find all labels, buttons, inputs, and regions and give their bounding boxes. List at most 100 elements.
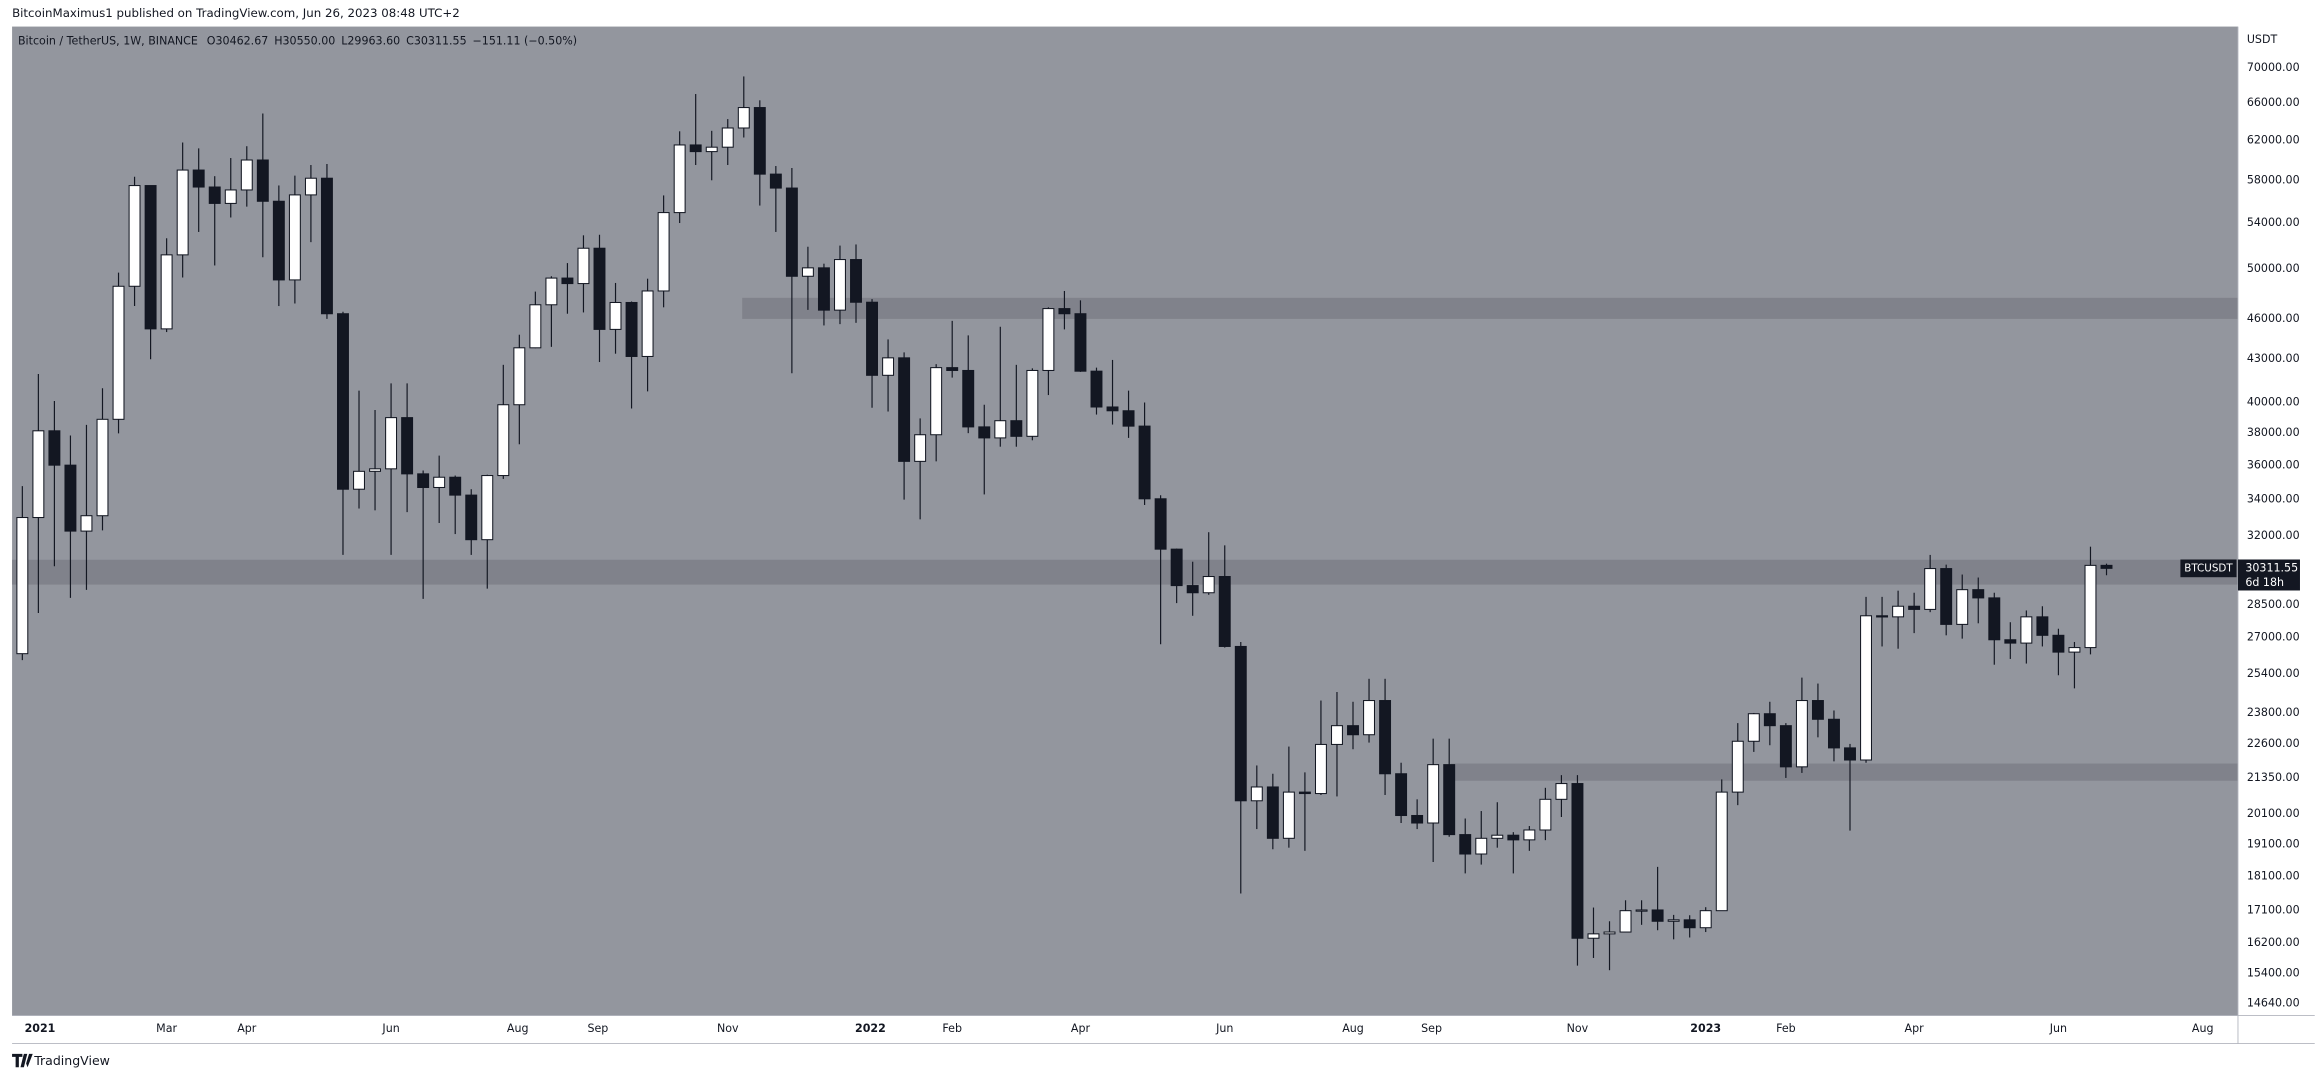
candle-body bbox=[545, 277, 558, 306]
candle-body bbox=[1603, 931, 1616, 935]
ohlc-key: L bbox=[341, 34, 348, 47]
x-tick-label: Mar bbox=[156, 1022, 177, 1035]
candle-body bbox=[1282, 791, 1295, 839]
y-tick-label: 18100.00 bbox=[2247, 870, 2300, 883]
x-tick-label: Sep bbox=[1421, 1022, 1442, 1035]
candle-body bbox=[625, 301, 638, 357]
candle-body bbox=[1523, 829, 1536, 841]
candle-body bbox=[1106, 406, 1119, 412]
candle-body bbox=[1619, 910, 1632, 933]
candle-body bbox=[1026, 369, 1039, 437]
candle-body bbox=[449, 476, 462, 496]
candle-body bbox=[689, 144, 702, 153]
y-tick-label: 34000.00 bbox=[2247, 493, 2300, 506]
candle-body bbox=[1827, 718, 1840, 749]
candle-body bbox=[433, 476, 446, 489]
ohlc-key: C bbox=[406, 34, 414, 47]
candle-body bbox=[224, 189, 237, 204]
candle-body bbox=[721, 127, 734, 148]
candle-body bbox=[417, 473, 430, 489]
x-tick-label: Jun bbox=[381, 1022, 399, 1035]
candle-body bbox=[1042, 308, 1055, 371]
candle-body bbox=[272, 200, 285, 281]
candle-body bbox=[481, 475, 494, 541]
price-label-price: 30311.55 bbox=[2245, 561, 2298, 574]
x-tick-label: Aug bbox=[1342, 1022, 1364, 1035]
candle-body bbox=[1635, 909, 1648, 912]
candle-body bbox=[962, 369, 975, 428]
candle-body bbox=[240, 159, 253, 191]
y-tick-label: 25400.00 bbox=[2247, 667, 2300, 680]
candle-body bbox=[866, 301, 879, 376]
candle-body bbox=[160, 254, 173, 330]
candle-body bbox=[1347, 725, 1359, 736]
candle-body bbox=[1924, 568, 1937, 610]
candle-body bbox=[561, 277, 574, 285]
candle-body bbox=[1699, 910, 1712, 929]
candle-body bbox=[2020, 616, 2033, 644]
ohlc-value: 30550.00 bbox=[283, 34, 336, 47]
candle-body bbox=[1186, 585, 1199, 594]
x-tick-label: Nov bbox=[717, 1022, 739, 1035]
candle-body bbox=[785, 187, 798, 277]
x-tick-label: Apr bbox=[237, 1022, 257, 1035]
candle-body bbox=[1074, 313, 1087, 372]
y-tick-label: 17100.00 bbox=[2247, 904, 2300, 917]
candle-body bbox=[353, 470, 365, 490]
candle-body bbox=[96, 418, 109, 517]
y-tick-label: 23800.00 bbox=[2247, 706, 2300, 719]
candle-body bbox=[737, 107, 750, 129]
x-tick-label: Apr bbox=[1071, 1022, 1091, 1035]
candle-body bbox=[112, 285, 125, 420]
x-tick-label: 2021 bbox=[25, 1022, 56, 1035]
candle-body bbox=[1170, 548, 1183, 587]
candle-body bbox=[705, 146, 718, 153]
candle-body bbox=[1154, 498, 1167, 550]
candle-body bbox=[673, 144, 686, 214]
candle-body bbox=[882, 357, 895, 376]
ohlc-value: 29963.60 bbox=[347, 34, 400, 47]
candle-body bbox=[1972, 589, 1985, 599]
candle-body bbox=[64, 464, 77, 532]
x-tick-label: Jun bbox=[2049, 1022, 2067, 1035]
y-tick-label: 32000.00 bbox=[2247, 529, 2300, 542]
candle-body bbox=[256, 159, 269, 202]
candle-body bbox=[128, 185, 141, 287]
candle-body bbox=[1571, 783, 1584, 939]
candle-body bbox=[994, 420, 1007, 439]
y-tick-label: 40000.00 bbox=[2247, 395, 2300, 408]
y-tick-label: 58000.00 bbox=[2247, 173, 2300, 186]
candle-body bbox=[1683, 919, 1696, 929]
candle-body bbox=[2004, 639, 2017, 644]
publisher-line: BitcoinMaximus1 published on TradingView… bbox=[12, 6, 460, 20]
candle-body bbox=[80, 515, 93, 532]
candle-body bbox=[577, 247, 590, 285]
candle-body bbox=[1539, 798, 1552, 831]
candle-body bbox=[1795, 700, 1808, 768]
candle-body bbox=[208, 186, 221, 204]
candle-body bbox=[1250, 786, 1263, 802]
candle-body bbox=[2084, 564, 2097, 649]
candle-body bbox=[1010, 420, 1023, 437]
y-tick-label: 14640.00 bbox=[2247, 997, 2300, 1010]
y-tick-label: 70000.00 bbox=[2247, 61, 2300, 74]
x-tick-label: Feb bbox=[942, 1022, 962, 1035]
y-unit: USDT bbox=[2247, 33, 2278, 46]
candle-body bbox=[2100, 564, 2113, 569]
candle-body bbox=[288, 194, 301, 281]
candle-body bbox=[465, 494, 478, 541]
candle-body bbox=[1314, 743, 1327, 795]
ohlc-key: H bbox=[274, 34, 282, 47]
ohlc-value: 30462.67 bbox=[215, 34, 268, 47]
candle-body bbox=[1298, 791, 1311, 795]
candle-body bbox=[529, 304, 542, 349]
candle-body bbox=[1908, 605, 1921, 610]
candle-body bbox=[1555, 783, 1568, 800]
candle-body bbox=[369, 468, 382, 472]
candle-body bbox=[850, 259, 862, 303]
ohlc-value: 30311.55 bbox=[414, 34, 467, 47]
candle-body bbox=[1234, 645, 1247, 802]
candle-body bbox=[1811, 700, 1824, 720]
